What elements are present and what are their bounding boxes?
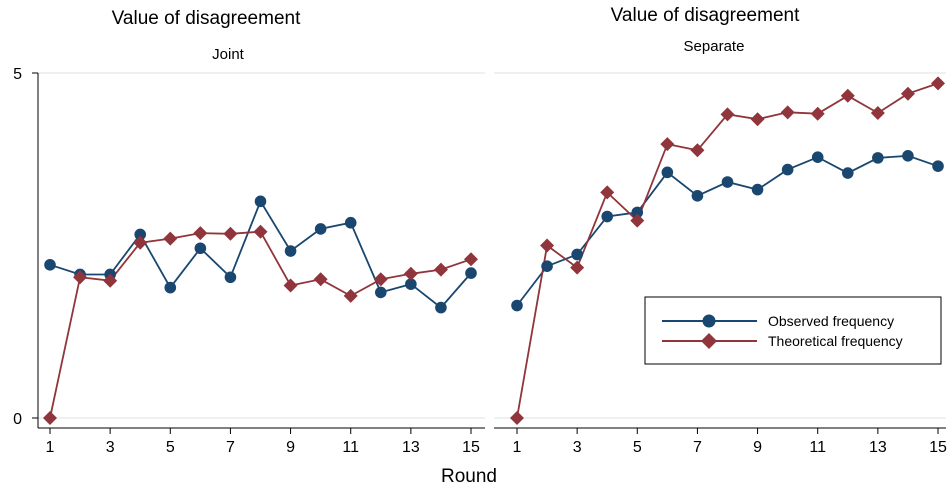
x-tick-label: 1 xyxy=(46,439,55,456)
observed-point xyxy=(344,216,357,229)
panel-joint-title: Value of disagreement xyxy=(112,8,301,29)
x-tick-label: 9 xyxy=(753,439,762,456)
observed-point xyxy=(511,299,523,312)
theoretical-point xyxy=(313,272,328,287)
observed-point xyxy=(44,259,56,271)
panel-joint-label: Joint xyxy=(212,46,245,63)
x-tick-label: 3 xyxy=(106,439,115,456)
theoretical-point xyxy=(840,88,855,103)
panel-separate-label: Separate xyxy=(684,38,745,55)
theoretical-point xyxy=(193,226,208,241)
theoretical-point xyxy=(510,411,524,425)
x-tick-label: 3 xyxy=(573,439,582,456)
observed-point xyxy=(374,286,387,299)
theoretical-point xyxy=(630,213,645,228)
observed-point xyxy=(932,160,944,172)
observed-point xyxy=(631,206,644,219)
legend-theoretical-marker xyxy=(701,333,717,349)
series-joint xyxy=(43,195,478,425)
theoretical-point xyxy=(283,278,298,293)
panel-joint: Value of disagreement Joint 5 0 1 3 5 7 9 11 1… xyxy=(13,8,485,456)
theoretical-point xyxy=(900,86,915,101)
theoretical-point xyxy=(870,106,885,121)
observed-point xyxy=(284,245,297,257)
x-tick-label: 15 xyxy=(462,439,480,456)
observed-point xyxy=(661,166,674,179)
observed-point xyxy=(601,210,614,223)
observed-point xyxy=(224,271,237,284)
theoretical-point xyxy=(600,185,615,200)
x-tick-label: 5 xyxy=(166,439,175,456)
theoretical-point xyxy=(780,105,795,120)
observed-point xyxy=(691,190,704,202)
theoretical-point xyxy=(343,288,358,303)
observed-point xyxy=(902,150,914,162)
panel-separate: Value of disagreement Separate 1 3 5 7 9 11 13… xyxy=(494,5,947,456)
theoretical-point xyxy=(253,224,268,239)
theoretical-point xyxy=(103,273,118,288)
observed-point xyxy=(314,223,327,235)
observed-point xyxy=(541,260,553,273)
observed-point xyxy=(194,242,207,255)
theoretical-point xyxy=(690,143,705,158)
observed-point xyxy=(781,163,794,176)
theoretical-point xyxy=(433,262,448,277)
theoretical-point xyxy=(403,266,418,281)
x-ticks-separate: 1 3 5 7 9 11 13 15 xyxy=(513,428,947,456)
theoretical-point xyxy=(931,76,945,91)
x-tick-label: 5 xyxy=(633,439,642,456)
observed-point xyxy=(721,176,734,188)
series-separate xyxy=(510,76,945,425)
observed-point xyxy=(811,151,824,163)
x-tick-label: 7 xyxy=(226,439,235,456)
legend-theoretical-label: Theoretical frequency xyxy=(768,333,903,349)
series-line-theoretical xyxy=(49,230,472,419)
x-tick-label: 11 xyxy=(809,439,826,456)
observed-point xyxy=(435,301,447,314)
theoretical-point xyxy=(43,411,57,425)
x-tick-label: 1 xyxy=(513,439,522,456)
theoretical-point xyxy=(660,137,675,152)
theoretical-point xyxy=(464,252,478,267)
theoretical-point xyxy=(720,107,735,122)
legend-observed-marker xyxy=(702,314,716,328)
theoretical-point xyxy=(373,272,388,287)
observed-point xyxy=(872,152,884,164)
series-line-observed xyxy=(49,199,472,309)
observed-point xyxy=(254,195,267,208)
observed-point xyxy=(465,267,477,279)
observed-point xyxy=(751,183,764,196)
panel-separate-title: Value of disagreement xyxy=(611,5,800,26)
x-tick-label: 7 xyxy=(693,439,702,456)
observed-point xyxy=(405,278,417,290)
y-tick-label-0: 0 xyxy=(13,411,22,428)
observed-point xyxy=(164,281,177,294)
theoretical-point xyxy=(810,106,825,121)
theoretical-point xyxy=(73,270,88,285)
x-tick-label: 13 xyxy=(869,439,887,456)
x-tick-label: 13 xyxy=(402,439,420,456)
theoretical-point xyxy=(223,226,238,241)
legend: Observed frequency Theoretical frequency xyxy=(644,296,942,365)
legend-observed-label: Observed frequency xyxy=(768,313,894,329)
x-tick-label: 11 xyxy=(342,439,359,456)
x-axis-title: Round xyxy=(441,466,497,487)
observed-point xyxy=(134,228,147,241)
observed-point xyxy=(571,248,583,261)
theoretical-point xyxy=(540,238,555,253)
theoretical-point xyxy=(750,112,765,127)
x-ticks-joint: 1 3 5 7 9 11 13 15 xyxy=(46,428,480,456)
theoretical-point xyxy=(570,260,585,275)
theoretical-point xyxy=(133,235,148,250)
y-tick-label-5: 5 xyxy=(13,66,22,83)
legend-box xyxy=(644,296,942,365)
theoretical-point xyxy=(163,231,178,246)
observed-point xyxy=(841,167,854,179)
x-tick-label: 15 xyxy=(929,439,947,456)
x-tick-label: 9 xyxy=(286,439,295,456)
